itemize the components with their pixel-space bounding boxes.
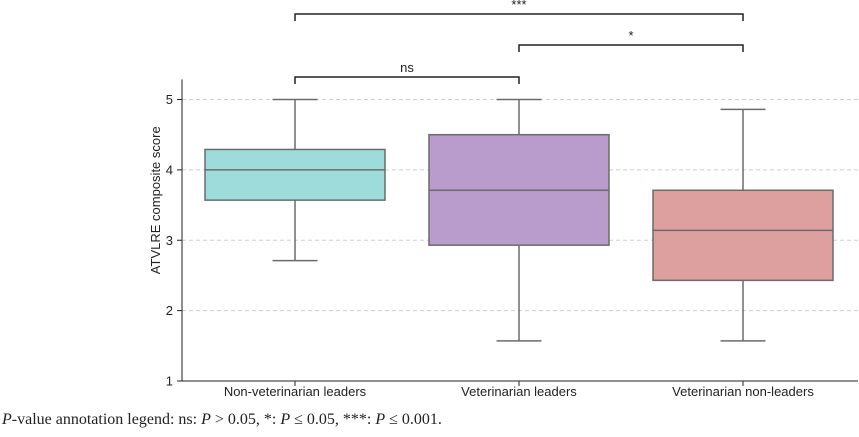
x-tick-label: Veterinarian non-leaders (672, 384, 814, 399)
caption-text: ≤ 0.05, ***: (290, 411, 376, 428)
caption-p-italic: P (201, 411, 211, 428)
box-veterinarian-non-leaders (652, 189, 834, 282)
x-tick-label: Veterinarian leaders (461, 384, 577, 399)
significance-bracket (518, 44, 744, 52)
y-tick-label: 1 (166, 374, 173, 389)
significance-bracket (294, 76, 520, 84)
caption-text: -value annotation legend: ns: (11, 411, 202, 428)
y-tick-label: 4 (166, 162, 173, 177)
caption-text: > 0.05, *: (210, 411, 281, 428)
caption-p-italic: P (375, 411, 386, 428)
caption-text: ≤ 0.001. (385, 411, 442, 428)
x-tick-label: Non-veterinarian leaders (224, 384, 367, 399)
caption-p-italic: P (280, 411, 291, 428)
significance-bracket (294, 13, 744, 21)
y-tick-label: 3 (166, 233, 173, 248)
significance-label: * (628, 28, 633, 43)
box-plot: 1 2 3 4 5 ATVLRE composite score Non-veterinar… (148, 0, 858, 399)
significance-label: *** (511, 0, 526, 12)
caption-p-italic: P (2, 411, 12, 428)
box-non-veterinarian-leaders (204, 148, 386, 201)
significance-label: ns (400, 60, 414, 75)
y-tick-label: 5 (166, 92, 173, 107)
y-axis-title: ATVLRE composite score (148, 126, 163, 274)
y-tick-label: 2 (166, 303, 173, 318)
p-value-legend-caption: P-value annotation legend: ns: P > 0.05,… (2, 411, 442, 429)
